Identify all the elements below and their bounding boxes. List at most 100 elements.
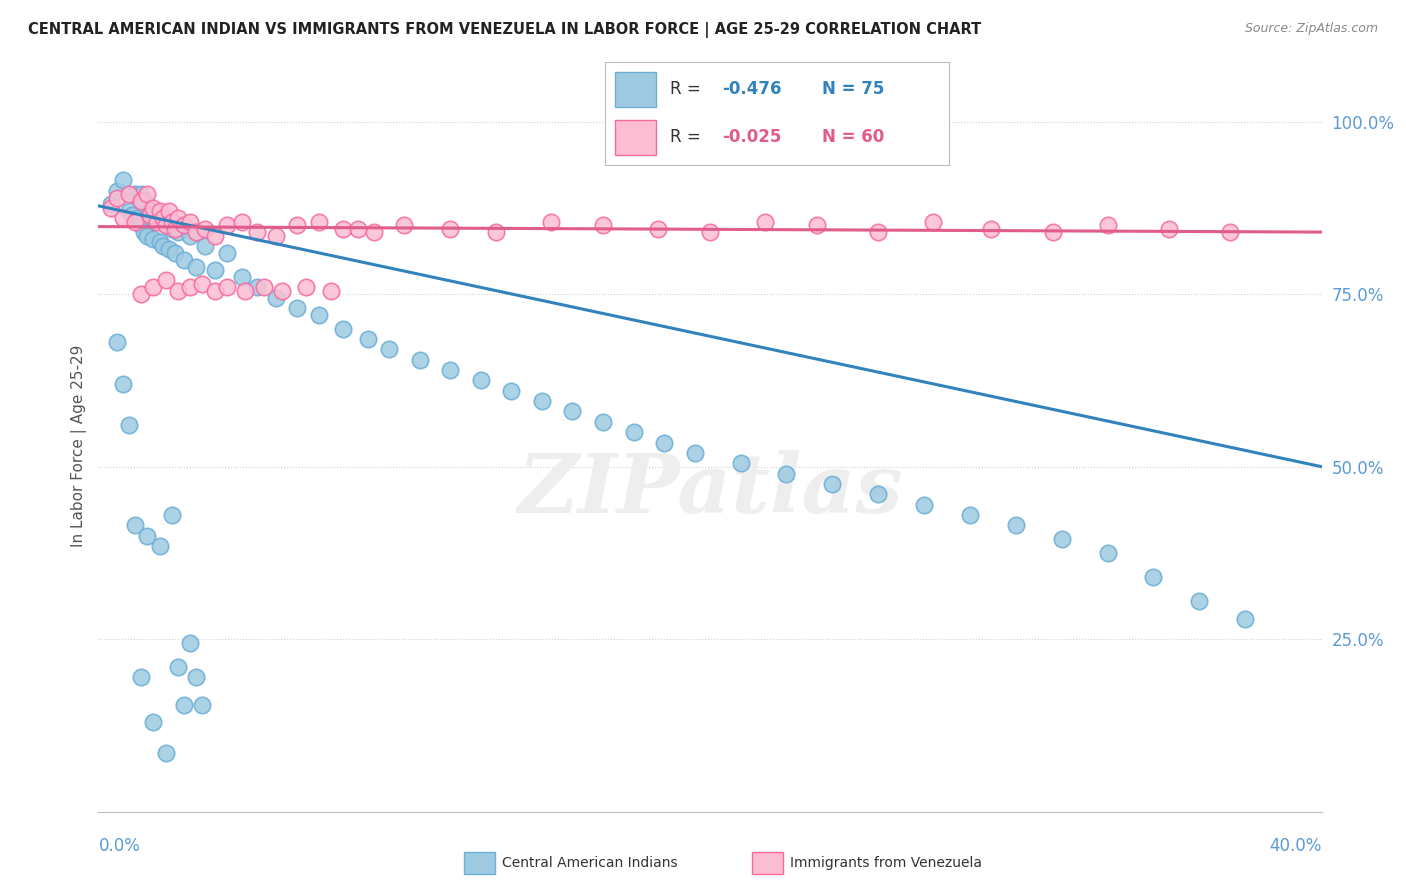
Point — [980, 221, 1002, 235]
Point — [392, 218, 416, 232]
Point — [592, 415, 614, 429]
Point — [121, 208, 143, 222]
Point — [149, 204, 172, 219]
Point — [152, 239, 174, 253]
Point — [179, 228, 201, 243]
Point — [295, 280, 318, 294]
Point — [1188, 594, 1211, 608]
Text: -0.025: -0.025 — [721, 128, 782, 145]
Text: CENTRAL AMERICAN INDIAN VS IMMIGRANTS FROM VENEZUELA IN LABOR FORCE | AGE 25-29 : CENTRAL AMERICAN INDIAN VS IMMIGRANTS FR… — [28, 22, 981, 38]
Point — [1142, 570, 1164, 584]
Point — [179, 215, 201, 229]
Text: 0.0%: 0.0% — [98, 837, 141, 855]
Text: N = 75: N = 75 — [821, 79, 884, 97]
Point — [105, 184, 128, 198]
Point — [129, 194, 152, 208]
Point — [152, 215, 174, 229]
Point — [111, 376, 134, 391]
Point — [111, 173, 134, 187]
Point — [1004, 518, 1026, 533]
Point — [378, 343, 401, 357]
Point — [167, 211, 190, 226]
Point — [194, 239, 217, 253]
Point — [127, 211, 149, 226]
Point — [160, 221, 183, 235]
Point — [155, 218, 177, 232]
Point — [530, 394, 553, 409]
Point — [118, 418, 141, 433]
Text: N = 60: N = 60 — [821, 128, 884, 145]
Point — [252, 280, 274, 294]
Point — [129, 670, 152, 684]
Point — [118, 204, 141, 219]
Point — [264, 228, 287, 243]
Point — [173, 218, 195, 232]
Point — [1050, 532, 1073, 546]
Text: -0.476: -0.476 — [721, 79, 782, 97]
Point — [157, 204, 180, 219]
Point — [363, 225, 385, 239]
Text: R =: R = — [671, 79, 706, 97]
Point — [142, 280, 165, 294]
Point — [332, 221, 354, 235]
Point — [111, 211, 134, 226]
Point — [186, 225, 208, 239]
Point — [191, 698, 214, 712]
Point — [118, 187, 141, 202]
Point — [1234, 611, 1257, 625]
Point — [1097, 218, 1119, 232]
Point — [439, 221, 461, 235]
Point — [136, 228, 159, 243]
Point — [592, 218, 614, 232]
Point — [623, 425, 645, 440]
Point — [1157, 221, 1180, 235]
Point — [215, 218, 238, 232]
Point — [100, 197, 122, 211]
Point — [647, 221, 669, 235]
Point — [233, 284, 256, 298]
Point — [100, 201, 122, 215]
Point — [139, 204, 162, 219]
Point — [215, 245, 238, 260]
Point — [922, 215, 945, 229]
Point — [167, 660, 190, 674]
Point — [246, 280, 269, 294]
Point — [124, 215, 146, 229]
Point — [157, 243, 180, 257]
Point — [470, 374, 492, 388]
Point — [264, 291, 287, 305]
Point — [167, 225, 190, 239]
Point — [124, 187, 146, 202]
Text: 40.0%: 40.0% — [1270, 837, 1322, 855]
Point — [699, 225, 721, 239]
Point — [439, 363, 461, 377]
Point — [204, 284, 226, 298]
Point — [105, 335, 128, 350]
Point — [139, 208, 162, 222]
Point — [173, 698, 195, 712]
Point — [136, 529, 159, 543]
Point — [730, 456, 752, 470]
Point — [145, 208, 167, 222]
Point — [152, 211, 174, 226]
Point — [142, 201, 165, 215]
Point — [408, 352, 430, 367]
Point — [285, 218, 308, 232]
Point — [134, 225, 156, 239]
Point — [129, 187, 152, 202]
Point — [179, 635, 201, 649]
Point — [163, 245, 186, 260]
Point — [1097, 546, 1119, 560]
Text: Immigrants from Venezuela: Immigrants from Venezuela — [790, 856, 983, 871]
Point — [142, 714, 165, 729]
Point — [179, 280, 201, 294]
Point — [204, 263, 226, 277]
Point — [821, 477, 844, 491]
Point — [959, 508, 981, 522]
Y-axis label: In Labor Force | Age 25-29: In Labor Force | Age 25-29 — [72, 345, 87, 547]
Point — [186, 670, 208, 684]
Point — [134, 194, 156, 208]
Point — [485, 225, 508, 239]
Point — [652, 435, 675, 450]
Point — [347, 221, 370, 235]
